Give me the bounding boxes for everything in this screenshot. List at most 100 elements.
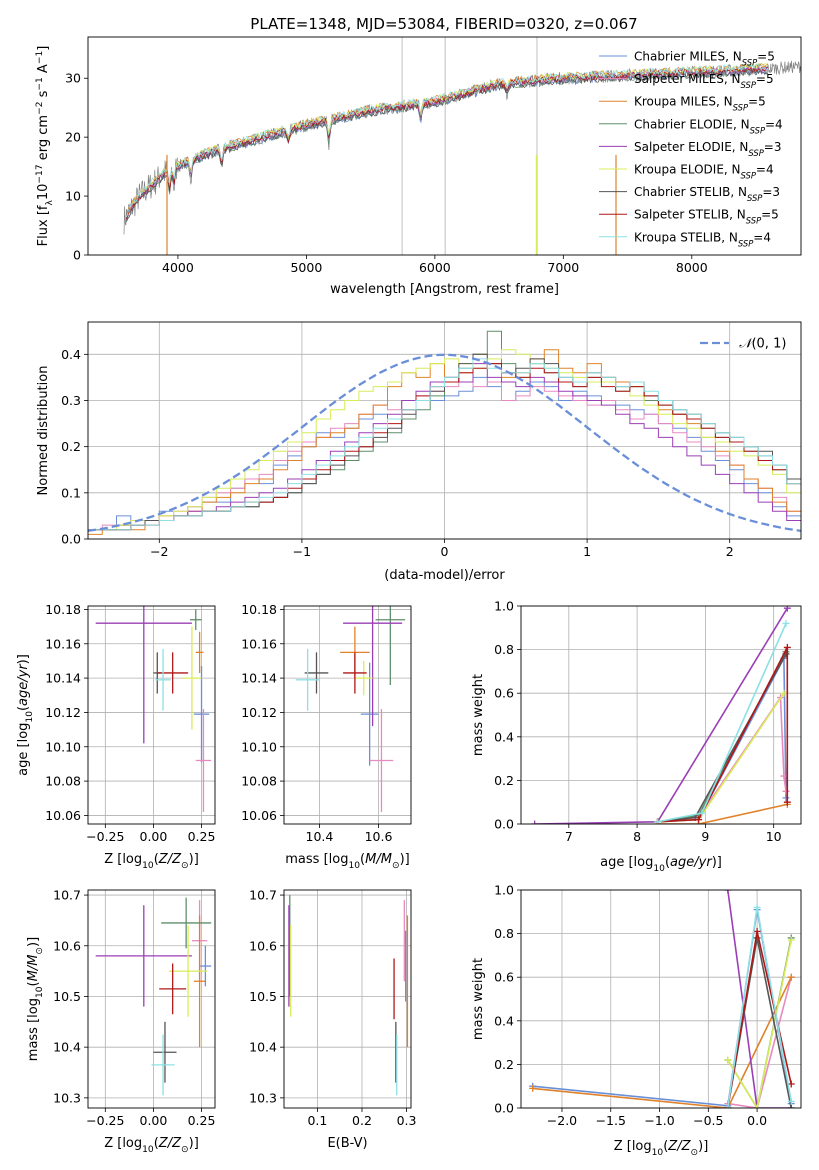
mass-weight-marker bbox=[654, 818, 662, 824]
legend-label: Kroupa STELIB, NSSP=4 bbox=[634, 230, 771, 248]
mass-weight-marker bbox=[782, 787, 790, 795]
y-axis-label: Normed distribution bbox=[36, 366, 51, 496]
x-tick-label: 0.3 bbox=[397, 1113, 417, 1128]
y-tick-label: 0.2 bbox=[494, 773, 514, 788]
legend-label-part: =5 bbox=[757, 50, 775, 64]
legend-label: Salpeter ELODIE, NSSP=3 bbox=[634, 140, 782, 158]
error-bar-point bbox=[369, 708, 394, 812]
legend-label-part: Kroupa ELODIE, N bbox=[634, 163, 741, 177]
y-tick-label: 10.7 bbox=[249, 888, 277, 903]
error-bar-point bbox=[343, 606, 403, 727]
legend-label-part: =4 bbox=[765, 117, 783, 131]
mass-weight-marker bbox=[698, 809, 706, 817]
x-axis-label-part: ( bbox=[663, 1139, 668, 1154]
error-bar-point bbox=[354, 660, 373, 696]
x-tick-label: −0.5 bbox=[693, 1113, 723, 1128]
legend-label-part: SSP bbox=[733, 103, 749, 113]
error-bar-point bbox=[360, 662, 379, 766]
x-tick-label: 7 bbox=[565, 829, 573, 844]
x-tick-label: 1 bbox=[583, 544, 591, 559]
x-tick-label: −2 bbox=[150, 544, 168, 559]
x-axis-label-part: 10 bbox=[348, 861, 360, 871]
mass-weight-marker bbox=[787, 936, 795, 944]
error-bar-point bbox=[375, 606, 406, 685]
mass-weight-line bbox=[534, 607, 788, 824]
error-bar-point bbox=[151, 1034, 175, 1096]
legend-label-part: Salpeter STELIB, N bbox=[634, 208, 746, 222]
mass_vs_ebv-panel: 0.1 0.2 0.3 10.3 10.4 10.5 10.6 10.7 E(B-V) bbox=[249, 888, 416, 1151]
y-tick-label: 1.0 bbox=[494, 883, 514, 898]
y-tick-label: 0.0 bbox=[61, 532, 81, 547]
y-tick-label: 10.08 bbox=[45, 774, 81, 789]
y-tick-label: 10.06 bbox=[45, 808, 81, 823]
mass_vs_ebv-plot-area bbox=[288, 895, 409, 1096]
legend-label-part: (0, 1) bbox=[751, 337, 786, 352]
x-tick-label: 7000 bbox=[547, 260, 579, 275]
y-tick-label: 0.3 bbox=[61, 393, 81, 408]
x-tick-label: −2.0 bbox=[547, 1113, 577, 1128]
x-tick-label: 0.0 bbox=[747, 1113, 767, 1128]
legend-label: Kroupa ELODIE, NSSP=4 bbox=[634, 163, 774, 181]
x-tick-label: 9 bbox=[701, 829, 709, 844]
age_vs_Z-plot-area bbox=[95, 606, 212, 812]
legend-label-part: SSP bbox=[747, 193, 763, 203]
legend-label-part: =3 bbox=[762, 185, 780, 199]
x-axis-label: age [log10(age/yr)] bbox=[600, 855, 722, 874]
axes-frame bbox=[87, 889, 216, 1109]
x-axis-label: Z [log10(Z/Z⊙)] bbox=[614, 1139, 709, 1158]
x-axis-label-part: Z/Z bbox=[158, 1136, 182, 1151]
x-axis-label-part: ( bbox=[360, 852, 365, 867]
y-axis-label-part: Flux [f bbox=[36, 205, 51, 246]
x-axis-label-part: age [log bbox=[600, 855, 653, 870]
mass-weight-marker bbox=[780, 689, 788, 697]
legend-label-part: Kroupa MILES, N bbox=[634, 95, 733, 109]
y-tick-label: 10.6 bbox=[249, 938, 277, 953]
y-tick-label: 10.4 bbox=[53, 1040, 81, 1055]
legend-label-part: =5 bbox=[761, 208, 779, 222]
y-tick-label: 10.5 bbox=[53, 989, 81, 1004]
model-spectrum-line bbox=[126, 63, 769, 218]
mass-weight-marker bbox=[787, 1104, 795, 1108]
y-axis-label: mass weight bbox=[471, 958, 486, 1040]
legend-label-part: Chabrier ELODIE, N bbox=[634, 117, 750, 131]
legend-label-part: =4 bbox=[756, 163, 774, 177]
x-axis-label-part: M/M bbox=[365, 852, 392, 867]
y-tick-label: 0.6 bbox=[494, 686, 514, 701]
x-axis-label-part: E(B-V) bbox=[327, 1136, 367, 1151]
y-tick-label: 10.08 bbox=[241, 774, 277, 789]
mass-weight-line bbox=[657, 803, 788, 824]
x-axis-label-part: mass [log bbox=[285, 852, 348, 867]
x-axis-label-part: ⊙ bbox=[691, 1148, 699, 1158]
axes-frame bbox=[87, 321, 802, 540]
error-bar-point bbox=[182, 626, 202, 730]
x-axis-label-part: age/yr bbox=[670, 855, 713, 870]
y-axis-label-part: λ bbox=[45, 200, 55, 206]
x-tick-label: 10.4 bbox=[306, 829, 334, 844]
residuals-plot-area bbox=[88, 330, 801, 535]
x-axis-label: mass [log10(M/M⊙)] bbox=[285, 852, 409, 871]
mass-weight-line bbox=[657, 653, 787, 823]
y-axis-label: mass [log10(M/M⊙)] bbox=[26, 937, 45, 1061]
error-bar-point bbox=[161, 897, 212, 949]
x-tick-label: 5000 bbox=[290, 260, 322, 275]
y-axis-label: Flux [fλ10−17 erg cm−2 s−1 A−1] bbox=[35, 46, 55, 247]
x-axis-label-part: )] bbox=[400, 852, 410, 867]
y-axis-label-part: mass [log bbox=[26, 998, 41, 1061]
y-tick-label: 0.8 bbox=[494, 642, 514, 657]
legend-label: Chabrier MILES, NSSP=5 bbox=[634, 50, 775, 68]
x-tick-label: 6000 bbox=[419, 260, 451, 275]
axes-frame bbox=[520, 605, 802, 825]
spectrum-plot-area bbox=[123, 37, 801, 255]
mass-weight-marker bbox=[531, 820, 539, 824]
residual-histogram-step bbox=[88, 381, 801, 531]
mass-weight-line bbox=[532, 976, 792, 1108]
weight_vs_Z-panel: −2.0 −1.5 −1.0 −0.5 0.0 0.0 0.2 0.4 0.6 0.8 1.0 Z [… bbox=[471, 883, 802, 1158]
x-axis-label: (data-model)/error bbox=[384, 568, 505, 583]
y-axis-label-part: 10 bbox=[36, 184, 51, 201]
legend-label: 𝒩(0, 1) bbox=[739, 337, 786, 352]
y-axis-label-part: M/M bbox=[26, 955, 41, 982]
legend-label-part: SSP bbox=[738, 238, 754, 248]
error-bar-point bbox=[155, 648, 171, 711]
